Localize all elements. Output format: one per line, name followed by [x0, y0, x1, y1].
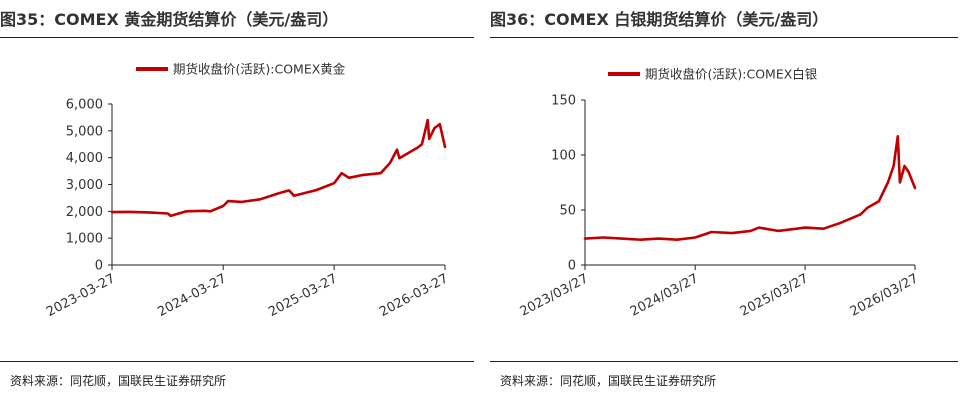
y-tick-label: 0	[568, 259, 576, 274]
x-tick-label: 2023/03/27	[518, 271, 591, 319]
x-tick-label: 2025-03-27	[266, 271, 340, 320]
title-divider	[0, 37, 474, 38]
source-divider	[0, 361, 474, 362]
y-tick-label: 50	[559, 204, 576, 219]
chart-title: 图35：COMEX 黄金期货结算价（美元/盎司）	[0, 10, 339, 29]
y-tick-label: 100	[551, 149, 576, 164]
y-tick-label: 6,000	[66, 98, 103, 113]
gold-line-chart: 期货收盘价(活跃):COMEX黄金 0 1,000 2,000 3,000 4,000 5,…	[44, 62, 451, 321]
x-tick-label: 2023-03-27	[44, 271, 118, 320]
source-note: 资料来源：同花顺，国联民生证券研究所	[10, 374, 227, 388]
x-tick-label: 2026-03-27	[377, 271, 451, 320]
x-tick-label: 2024/03/27	[628, 271, 701, 319]
legend-label: 期货收盘价(活跃):COMEX白银	[645, 67, 818, 82]
y-tick-label: 5,000	[66, 124, 103, 139]
y-tick-label: 0	[95, 259, 103, 274]
x-tick-label: 2024-03-27	[155, 271, 229, 320]
series-line	[110, 118, 447, 218]
y-tick-label: 4,000	[66, 151, 103, 166]
y-tick-label: 2,000	[66, 205, 103, 220]
chart-title: 图36：COMEX 白银期货结算价（美元/盎司）	[490, 10, 829, 29]
title-divider	[490, 37, 958, 38]
source-divider	[490, 361, 958, 362]
silver-line-chart: 期货收盘价(活跃):COMEX白银 0 50 100 150 2023/03/27 2024…	[518, 67, 921, 320]
series-line	[583, 135, 917, 241]
legend-label: 期货收盘价(活跃):COMEX黄金	[173, 62, 346, 77]
x-tick-label: 2026/03/27	[848, 271, 921, 319]
gold-chart-panel: 图35：COMEX 黄金期货结算价（美元/盎司） 期货收盘价(活跃):COMEX…	[0, 10, 474, 388]
y-tick-label: 3,000	[66, 178, 103, 193]
x-tick-label: 2025/03/27	[738, 271, 811, 319]
y-tick-label: 1,000	[66, 232, 103, 247]
silver-chart-panel: 图36：COMEX 白银期货结算价（美元/盎司） 期货收盘价(活跃):COMEX…	[490, 0, 966, 401]
y-tick-label: 150	[551, 94, 576, 109]
legend: 期货收盘价(活跃):COMEX白银	[608, 67, 818, 82]
legend: 期货收盘价(活跃):COMEX黄金	[136, 62, 346, 77]
source-note: 资料来源：同花顺，国联民生证券研究所	[500, 374, 717, 388]
